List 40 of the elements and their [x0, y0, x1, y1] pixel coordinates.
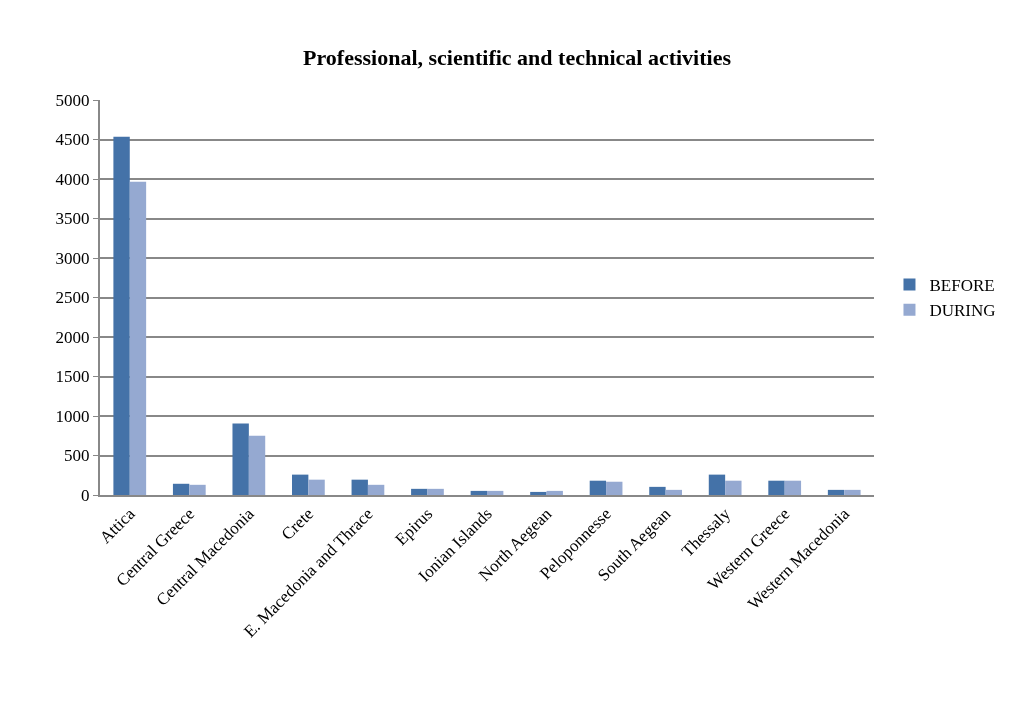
bar	[649, 486, 666, 495]
y-tick-label: 2500	[55, 288, 90, 308]
bar	[189, 484, 206, 495]
bar	[308, 479, 325, 495]
bar	[784, 480, 802, 495]
bar	[589, 480, 607, 495]
bar	[113, 136, 130, 495]
bar	[725, 480, 742, 495]
bar	[606, 481, 623, 495]
y-tick-label: 3000	[55, 248, 90, 268]
bar	[292, 474, 309, 495]
bar	[487, 490, 504, 495]
bar	[427, 488, 444, 495]
bar	[470, 490, 487, 495]
y-tick-label: 4500	[55, 130, 90, 150]
y-tick-label: 0	[81, 485, 90, 505]
chart-title: Professional, scientific and technical activities	[303, 45, 732, 71]
y-tick-label: 1000	[55, 406, 90, 426]
bar	[665, 489, 682, 495]
bar	[708, 474, 726, 495]
bar	[844, 489, 861, 495]
y-tick-label: 1500	[55, 367, 90, 387]
y-tick-label: 2000	[55, 327, 90, 347]
bar	[411, 488, 428, 495]
bar	[367, 484, 385, 495]
bar	[546, 490, 563, 495]
bar	[129, 181, 147, 495]
y-tick-label: 500	[64, 446, 90, 466]
y-tick-label: 5000	[55, 90, 90, 110]
bar	[827, 489, 845, 495]
y-tick-label: 3500	[55, 209, 90, 229]
y-tick-label: 4000	[55, 169, 90, 189]
bar	[530, 491, 547, 495]
legend-label: BEFORE	[929, 276, 995, 296]
bar	[768, 480, 785, 495]
bar	[351, 479, 368, 495]
legend-label: DURING	[929, 301, 996, 321]
bar	[232, 423, 249, 495]
bar	[248, 435, 266, 495]
bar	[172, 483, 190, 495]
